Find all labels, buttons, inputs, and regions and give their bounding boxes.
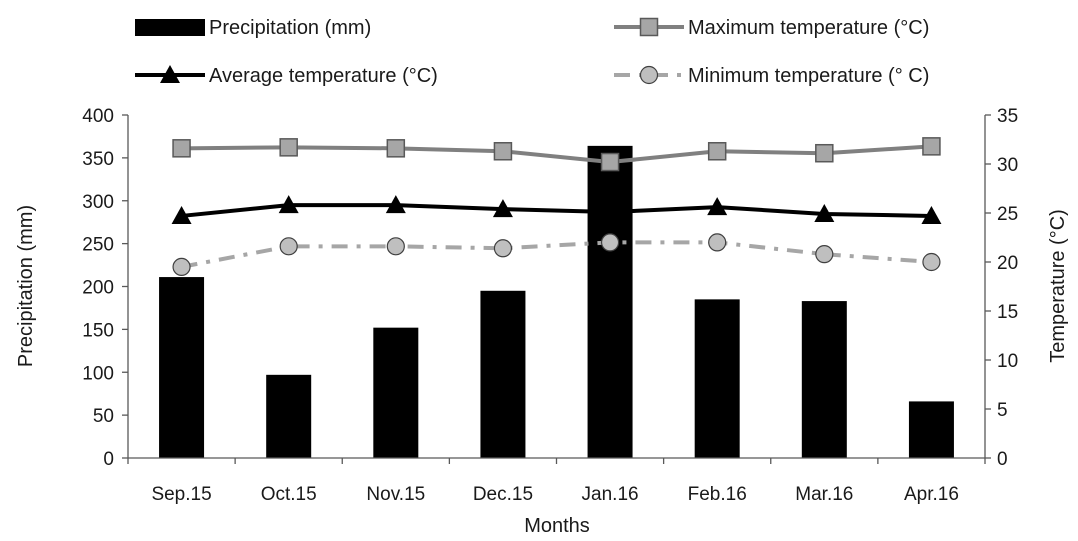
- x-tick-label: Apr.16: [904, 484, 959, 505]
- avg-temp-marker: [492, 199, 513, 218]
- y-left-tick-label: 100: [82, 363, 114, 384]
- max-temp-marker: [815, 143, 834, 163]
- plot-area: [159, 137, 954, 458]
- avg-temp-marker: [814, 203, 835, 222]
- precipitation-bar: [908, 401, 954, 458]
- legend-entry: Average temperature (°C): [135, 65, 438, 87]
- legend-swatch-precipitation: [135, 19, 205, 36]
- legend-label: Average temperature (°C): [209, 65, 438, 87]
- avg-temp-marker: [600, 202, 621, 221]
- avg-temp-marker: [707, 197, 728, 216]
- max-temp-marker: [172, 139, 191, 158]
- min-temp-marker: [815, 245, 834, 264]
- x-tick-label: Jan.16: [582, 484, 639, 505]
- y-axis-right-title: Temperature (°C): [1047, 209, 1069, 363]
- max-temp-marker: [600, 152, 620, 172]
- avg-temp-marker: [385, 195, 406, 214]
- legend: Precipitation (mm) Maximum temperature (°…: [135, 17, 929, 87]
- avg-temp-marker: [160, 65, 180, 83]
- legend-entry: Precipitation (mm): [135, 17, 371, 39]
- y-right-tick-label: 5: [997, 400, 1008, 421]
- max-temp-line: [181, 144, 932, 165]
- precipitation-bar: [801, 301, 847, 458]
- y-right-tick-label: 0: [997, 449, 1008, 470]
- precipitation-bar: [480, 290, 526, 458]
- min-temp-line: [181, 240, 932, 269]
- min-temp-marker: [639, 65, 659, 85]
- min-temp-marker: [708, 233, 727, 252]
- min-temp-marker: [172, 257, 191, 276]
- avg-temp-marker: [171, 205, 192, 224]
- x-tick-label: Feb.16: [688, 484, 747, 505]
- y-left-tick-label: 150: [82, 320, 114, 341]
- min-temp-marker: [386, 237, 405, 256]
- x-tick-label: Oct.15: [261, 484, 317, 505]
- y-right-tick-label: 10: [997, 351, 1018, 372]
- y-right-tick-label: 25: [997, 204, 1018, 225]
- max-temp-marker: [639, 17, 659, 37]
- precipitation-bar: [587, 145, 633, 458]
- min-temp-marker: [922, 252, 941, 272]
- precipitation-bar: [159, 277, 205, 458]
- y-left-tick-label: 250: [82, 235, 114, 256]
- x-tick-label: Sep.15: [151, 484, 211, 505]
- x-axis-title: Months: [524, 515, 590, 537]
- y-right-tick-label: 20: [997, 253, 1018, 274]
- avg-temp-marker: [921, 205, 942, 224]
- y-left-tick-label: 200: [82, 278, 114, 299]
- precipitation-bar: [266, 374, 312, 458]
- legend-entry: Maximum temperature (°C): [614, 17, 929, 39]
- min-temp-marker: [600, 233, 620, 252]
- y-right-tick-label: 30: [997, 155, 1018, 176]
- max-temp-marker: [707, 142, 727, 161]
- y-right-tick-label: 15: [997, 302, 1018, 323]
- axes: 0 50 100 150 200 250 300 350 400 0 5 10 15 20 25 30 35 Se…: [82, 106, 1018, 505]
- x-tick-label: Mar.16: [795, 484, 853, 505]
- precipitation-bar: [694, 299, 740, 458]
- min-temp-marker: [279, 237, 298, 256]
- y-left-tick-label: 0: [103, 449, 114, 470]
- y-left-tick-label: 350: [82, 149, 114, 170]
- max-temp-marker: [386, 139, 406, 158]
- legend-entry: Minimum temperature (° C): [614, 65, 929, 87]
- avg-temp-line: [181, 203, 932, 218]
- legend-label: Precipitation (mm): [209, 17, 371, 39]
- max-temp-marker: [279, 138, 298, 157]
- y-left-tick-label: 300: [82, 192, 114, 213]
- legend-label: Maximum temperature (°C): [688, 17, 929, 39]
- avg-temp-marker: [278, 195, 299, 214]
- y-right-tick-label: 35: [997, 106, 1018, 127]
- legend-label: Minimum temperature (° C): [688, 65, 929, 87]
- min-temp-marker: [493, 239, 513, 258]
- y-left-tick-label: 400: [82, 106, 114, 127]
- y-axis-left-title: Precipitation (mm): [15, 205, 37, 367]
- precipitation-bar: [373, 327, 419, 458]
- max-temp-marker: [493, 142, 513, 161]
- y-left-tick-label: 50: [93, 406, 114, 427]
- max-temp-marker: [922, 137, 941, 156]
- x-tick-label: Nov.15: [366, 484, 425, 505]
- x-tick-label: Dec.15: [473, 484, 533, 505]
